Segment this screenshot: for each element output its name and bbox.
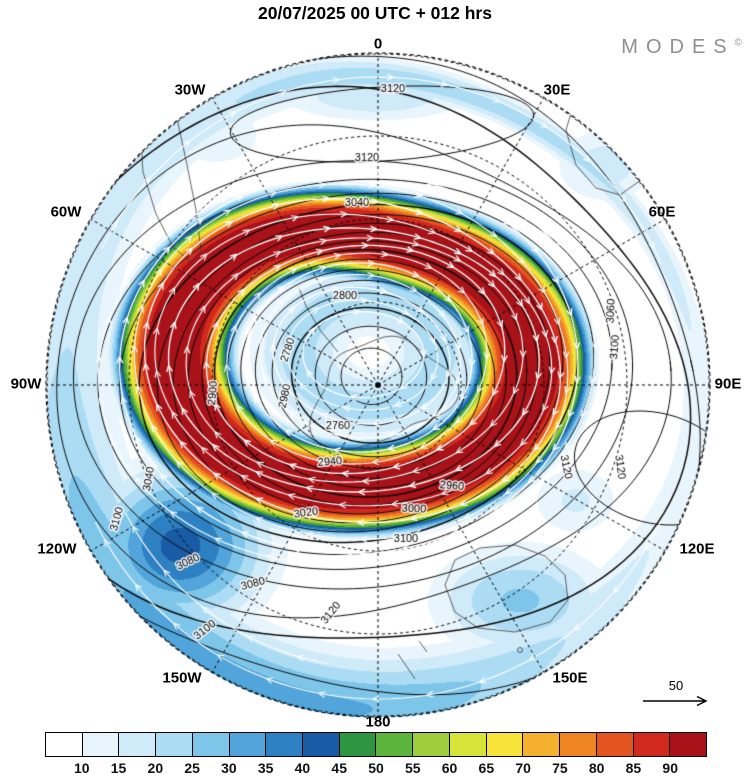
colorbar-tick-80: 80 (588, 760, 605, 776)
colorbar-cell-6 (266, 733, 304, 756)
colorbar-cell-12 (486, 733, 524, 756)
colorbar-tick-30: 30 (221, 760, 237, 776)
colorbar-cell-1 (82, 733, 120, 756)
colorbar-cell-16 (633, 733, 671, 756)
modes-logo-text: MODES (621, 36, 735, 58)
colorbar-tick-60: 60 (441, 760, 458, 776)
chart-title: 20/07/2025 00 UTC + 012 hrs (258, 3, 492, 23)
meridian-label-120E: 120E (679, 540, 715, 558)
colorbar-cell-10 (413, 733, 450, 756)
colorbar-tick-45: 45 (331, 760, 348, 776)
meridian-label-30W: 30W (174, 81, 206, 99)
colorbar-tick-55: 55 (404, 760, 421, 776)
colorbar-cell-5 (229, 733, 267, 756)
meridian-label-60E: 60E (648, 203, 676, 221)
colorbar-tick-90: 90 (662, 760, 679, 776)
colorbar-tick-10: 10 (73, 760, 90, 776)
reference-wind-arrow (643, 695, 708, 707)
colorbar-cell-14 (560, 733, 597, 756)
colorbar-tick-35: 35 (257, 760, 274, 776)
colorbar-tick-25: 25 (184, 760, 200, 776)
colorbar-cell-2 (119, 733, 157, 756)
meridian-label-120W: 120W (37, 540, 77, 558)
colorbar-cell-9 (376, 733, 414, 756)
colorbar-tick-15: 15 (110, 760, 127, 776)
colorbar-cell-3 (156, 733, 193, 756)
colorbar-tick-65: 65 (478, 760, 495, 776)
colorbar-cell-8 (339, 733, 377, 756)
colorbar-tick-50: 50 (368, 760, 384, 776)
meridian-label-180: 180 (365, 713, 391, 731)
meridian-label-90E: 90E (714, 375, 742, 393)
copyright-icon: © (734, 37, 742, 49)
meridian-label-90W: 90W (10, 375, 42, 393)
colorbar-cell-17 (670, 733, 706, 756)
colorbar-tick-85: 85 (625, 760, 642, 776)
colorbar-cell-0 (46, 733, 83, 756)
colorbar-cell-15 (596, 733, 634, 756)
meridian-label-150W: 150W (162, 669, 202, 687)
modes-logo: MODES© (621, 36, 742, 59)
reference-wind-value: 50 (668, 678, 684, 693)
colorbar-cell-4 (192, 733, 230, 756)
colorbar-tick-70: 70 (515, 760, 531, 776)
colorbar-cell-7 (303, 733, 340, 756)
colorbar-tick-20: 20 (147, 760, 164, 776)
colorbar-cell-11 (449, 733, 487, 756)
reference-wind: 50 (640, 678, 712, 707)
meridian-label-60W: 60W (50, 203, 82, 221)
colorbar-tick-75: 75 (552, 760, 568, 776)
colorbar-tick-40: 40 (294, 760, 311, 776)
meridian-label-150E: 150E (552, 669, 588, 687)
colorbar (45, 732, 707, 757)
meridian-label-0: 0 (373, 35, 383, 53)
meridian-label-30E: 30E (543, 81, 571, 99)
colorbar-cell-13 (523, 733, 561, 756)
